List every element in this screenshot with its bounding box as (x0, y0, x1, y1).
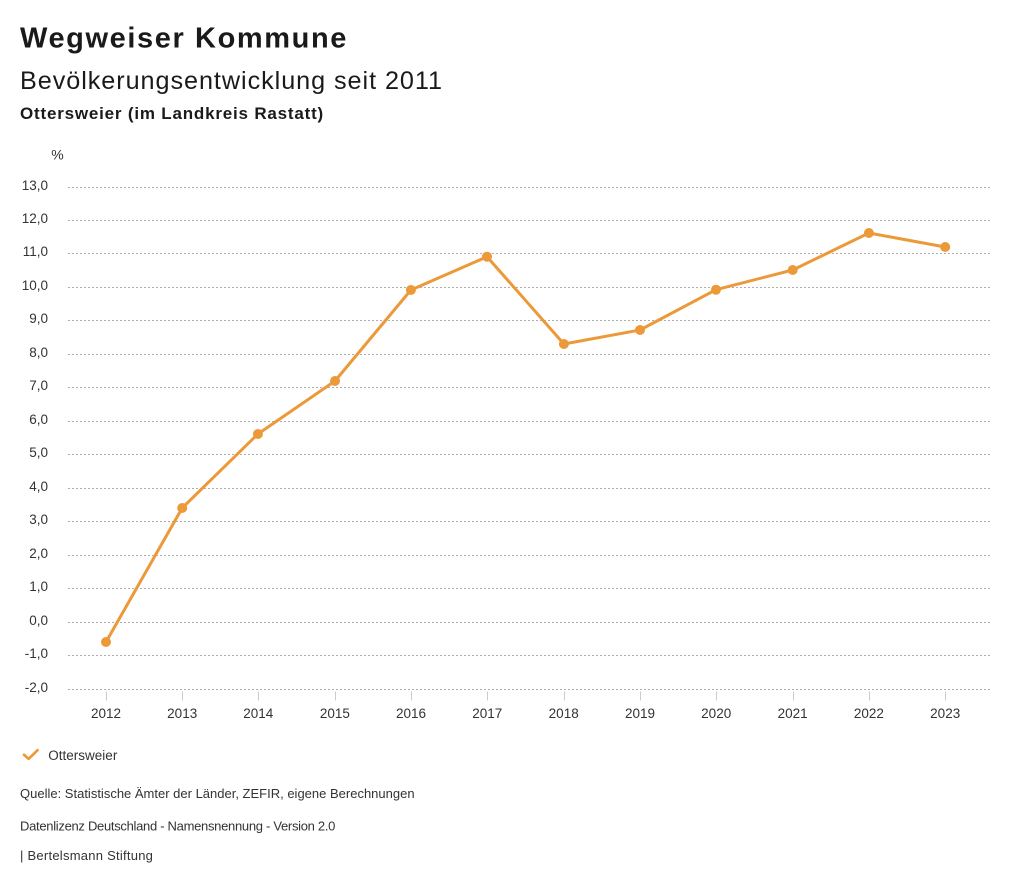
svg-text:| Bertelsmann Stiftung: | Bertelsmann Stiftung (20, 848, 153, 863)
svg-text:Wegweiser Kommune: Wegweiser Kommune (20, 23, 348, 55)
svg-text:Bevölkerungsentwicklung seit 2: Bevölkerungsentwicklung seit 2011 (20, 67, 443, 95)
svg-text:5,0: 5,0 (29, 445, 48, 460)
svg-text:10,0: 10,0 (22, 278, 48, 293)
svg-text:13,0: 13,0 (22, 178, 48, 193)
svg-text:4,0: 4,0 (29, 479, 48, 494)
svg-text:2016: 2016 (396, 706, 426, 721)
svg-text:%: % (51, 146, 63, 162)
svg-text:Ottersweier: Ottersweier (48, 748, 118, 763)
svg-text:2023: 2023 (930, 706, 960, 721)
svg-text:8,0: 8,0 (29, 345, 48, 360)
svg-text:7,0: 7,0 (29, 378, 48, 393)
svg-text:-1,0: -1,0 (25, 646, 48, 661)
svg-text:12,0: 12,0 (22, 211, 48, 226)
svg-text:2014: 2014 (243, 706, 274, 721)
svg-text:3,0: 3,0 (29, 512, 48, 527)
svg-text:2,0: 2,0 (29, 546, 48, 561)
svg-text:-2,0: -2,0 (25, 680, 48, 695)
svg-text:2020: 2020 (701, 706, 731, 721)
svg-text:2021: 2021 (778, 706, 808, 721)
svg-text:2015: 2015 (320, 706, 350, 721)
svg-text:2013: 2013 (167, 706, 197, 721)
svg-text:Ottersweier (im Landkreis Rast: Ottersweier (im Landkreis Rastatt) (20, 104, 324, 123)
svg-text:2019: 2019 (625, 706, 655, 721)
svg-text:11,0: 11,0 (23, 244, 48, 259)
svg-text:2012: 2012 (91, 706, 121, 721)
svg-text:Datenlizenz Deutschland - Name: Datenlizenz Deutschland - Namensnennung … (20, 818, 335, 833)
svg-text:Quelle: Statistische Ämter der: Quelle: Statistische Ämter der Länder, Z… (20, 786, 415, 801)
svg-text:2022: 2022 (854, 706, 884, 721)
svg-text:2017: 2017 (472, 706, 502, 721)
svg-text:6,0: 6,0 (29, 412, 48, 427)
svg-text:0,0: 0,0 (29, 613, 48, 628)
svg-text:1,0: 1,0 (29, 579, 48, 594)
svg-text:9,0: 9,0 (29, 311, 48, 326)
svg-text:2018: 2018 (549, 706, 579, 721)
